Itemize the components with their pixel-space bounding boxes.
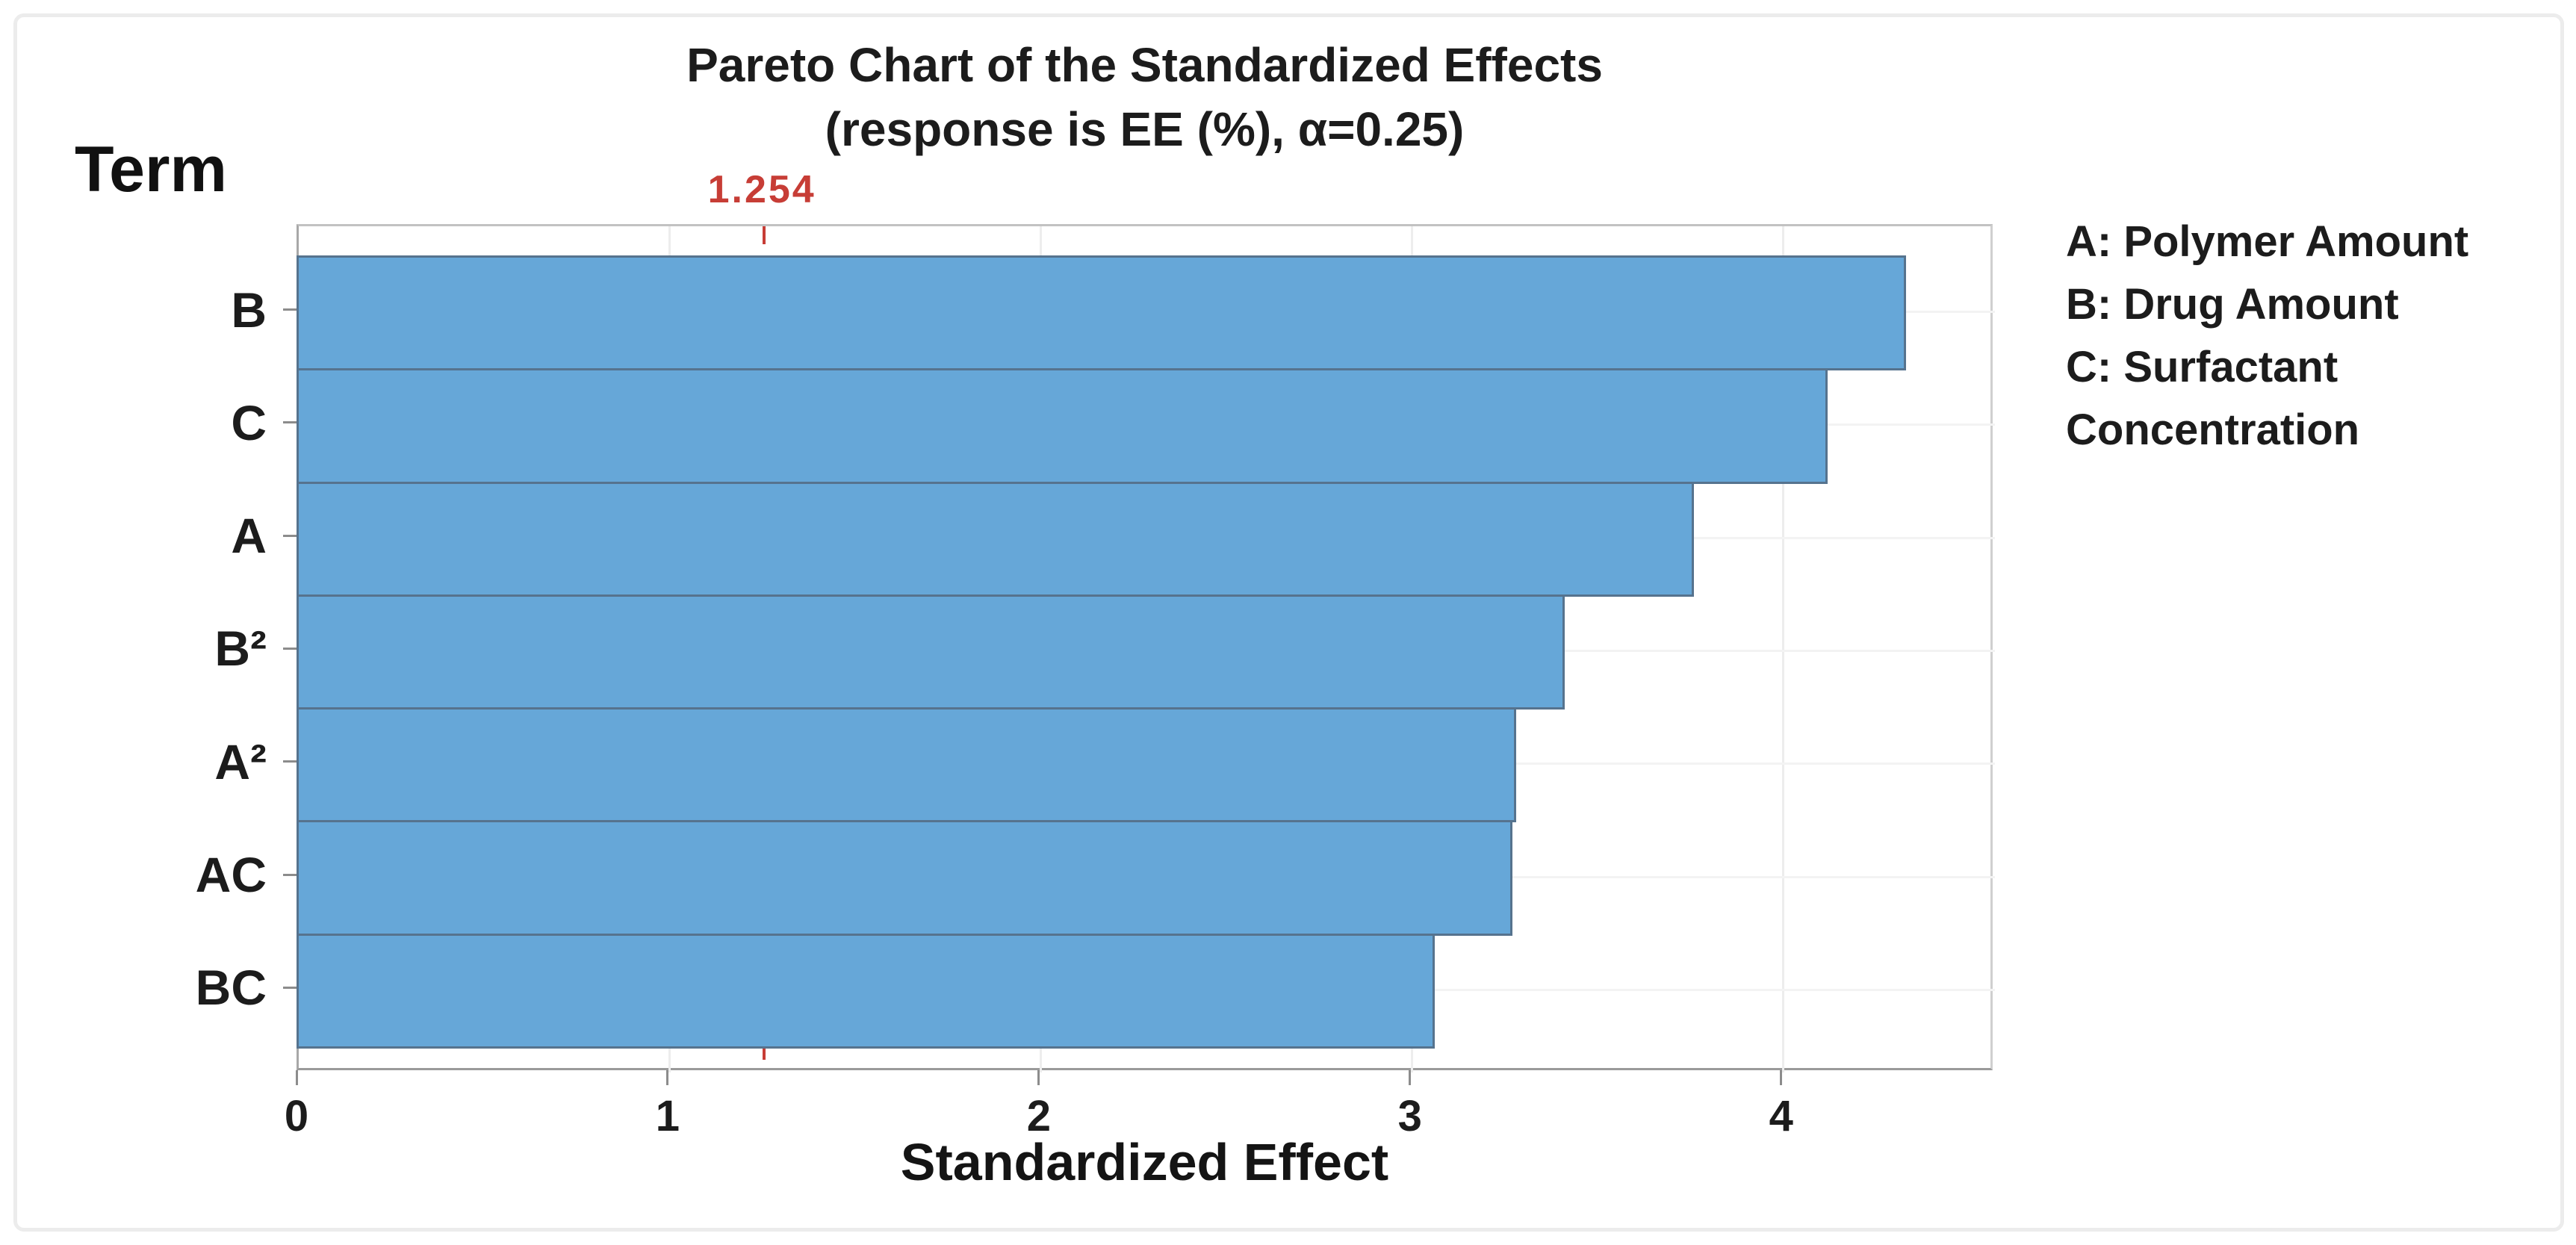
x-tick-mark — [1409, 1070, 1412, 1085]
bar — [297, 255, 1906, 371]
y-tick-mark — [283, 986, 297, 989]
y-tick-label: A² — [214, 733, 267, 789]
bar — [297, 820, 1512, 936]
chart-subtitle: (response is EE (%), α=0.25) — [825, 102, 1465, 156]
y-tick-label: BC — [195, 960, 267, 1016]
x-axis-title: Standardized Effect — [900, 1133, 1389, 1191]
legend: A: Polymer Amount B: Drug Amount C: Surf… — [2066, 211, 2559, 462]
y-tick-mark — [283, 421, 297, 424]
y-tick-label: B — [231, 282, 267, 338]
x-tick-label: 3 — [1397, 1092, 1422, 1140]
bar — [297, 481, 1695, 597]
x-tick-label: 4 — [1769, 1092, 1793, 1140]
y-tick-label: AC — [195, 847, 267, 903]
y-tick-label: B² — [214, 621, 267, 677]
bar — [297, 933, 1435, 1049]
x-tick-mark — [1037, 1070, 1040, 1085]
y-tick-mark — [283, 308, 297, 311]
y-tick-label: C — [231, 394, 267, 450]
x-tick-label: 2 — [1026, 1092, 1051, 1140]
x-tick-mark — [666, 1070, 669, 1085]
y-tick-mark — [283, 873, 297, 876]
chart-title: Pareto Chart of the Standardized Effects — [686, 38, 1603, 92]
plot-area — [297, 224, 1995, 1072]
x-tick-mark — [295, 1070, 298, 1085]
gridline-vertical — [1782, 226, 1785, 1072]
y-tick-mark — [283, 760, 297, 763]
bar — [297, 594, 1565, 710]
y-tick-label: A — [231, 508, 267, 564]
x-tick-mark — [1780, 1070, 1783, 1085]
x-tick-label: 0 — [284, 1092, 309, 1140]
y-axis-title: Term — [75, 134, 227, 205]
legend-item-a: A: Polymer Amount — [2066, 217, 2469, 266]
y-tick-mark — [283, 648, 297, 650]
x-tick-label: 1 — [655, 1092, 680, 1140]
reference-line-label: 1.254 — [707, 168, 816, 211]
title-block: Pareto Chart of the Standardized Effects… — [297, 33, 1993, 161]
y-tick-mark — [283, 534, 297, 537]
legend-item-b: B: Drug Amount — [2066, 280, 2399, 329]
bar — [297, 368, 1828, 484]
legend-item-c: C: Surfactant Concentration — [2066, 343, 2360, 454]
bar — [297, 707, 1516, 823]
